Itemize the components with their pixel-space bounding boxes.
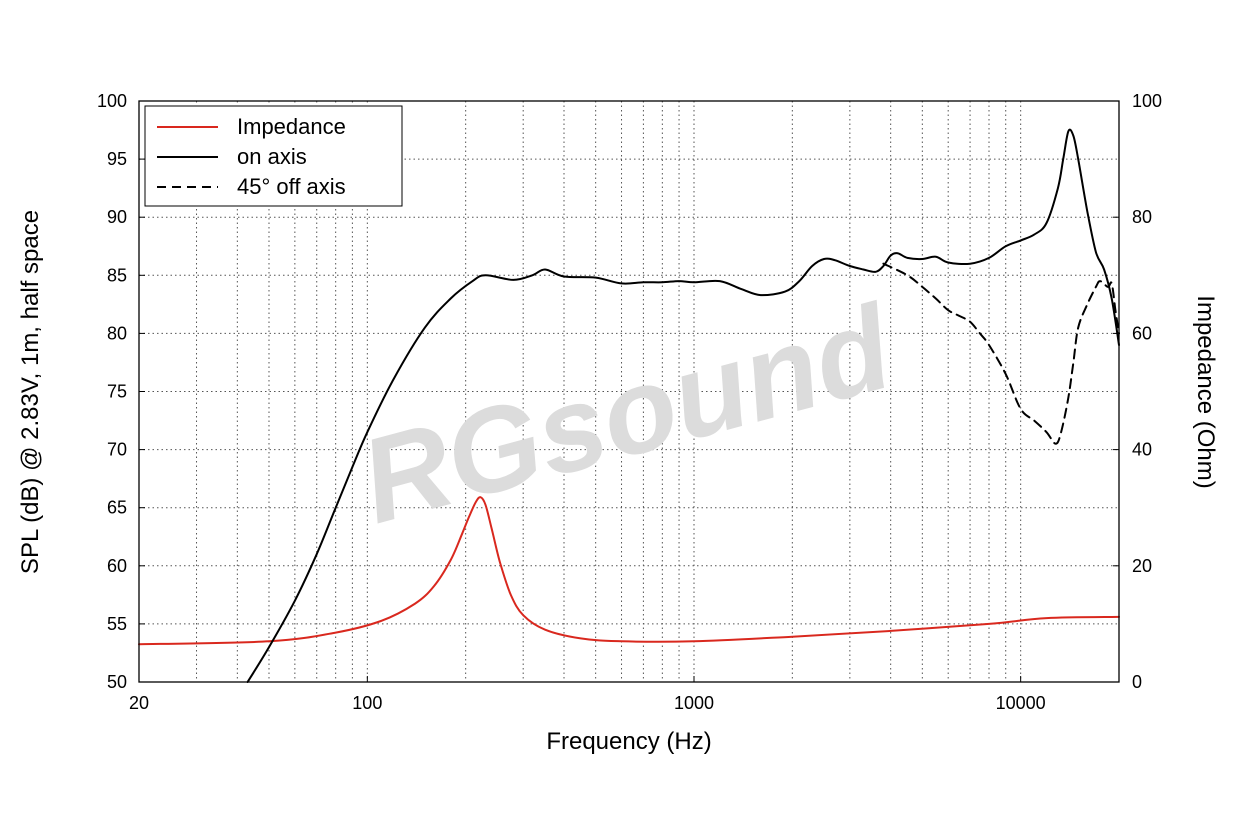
x-tick-label: 10000	[996, 693, 1046, 713]
legend: Impedance on axis 45° off axis	[144, 105, 403, 207]
on-axis-line	[246, 128, 1120, 683]
y-tick-label: 70	[107, 440, 127, 460]
y2-tick-label: 100	[1132, 91, 1162, 111]
impedance-line	[138, 496, 1120, 646]
y-axis-title: SPL (dB) @ 2.83V, 1m, half space	[17, 210, 44, 574]
legend-label-off-axis: 45° off axis	[237, 174, 346, 199]
y2-tick-label: 60	[1132, 323, 1152, 343]
y-tick-label: 90	[107, 207, 127, 227]
y-tick-label: 50	[107, 672, 127, 692]
y2-tick-label: 40	[1132, 440, 1152, 460]
y-tick-label: 55	[107, 614, 127, 634]
x-tick-label: 100	[352, 693, 382, 713]
y-tick-label: 80	[107, 323, 127, 343]
x-axis-title: Frequency (Hz)	[546, 728, 711, 755]
y2-tick-label: 20	[1132, 556, 1152, 576]
off-axis-line	[882, 262, 1120, 445]
y-tick-label: 95	[107, 149, 127, 169]
legend-label-on-axis: on axis	[237, 144, 307, 169]
y-tick-label: 60	[107, 556, 127, 576]
x-tick-label: 1000	[674, 693, 714, 713]
x-tick-label: 20	[129, 693, 149, 713]
legend-label-impedance: Impedance	[237, 114, 346, 139]
y-tick-label: 100	[97, 91, 127, 111]
series-group	[138, 128, 1120, 683]
y2-axis-title: Impedance (Ohm)	[1192, 295, 1219, 488]
y-tick-label: 65	[107, 498, 127, 518]
y-tick-label: 85	[107, 265, 127, 285]
y-tick-label: 75	[107, 382, 127, 402]
y2-tick-label: 80	[1132, 207, 1152, 227]
y2-tick-label: 0	[1132, 672, 1142, 692]
